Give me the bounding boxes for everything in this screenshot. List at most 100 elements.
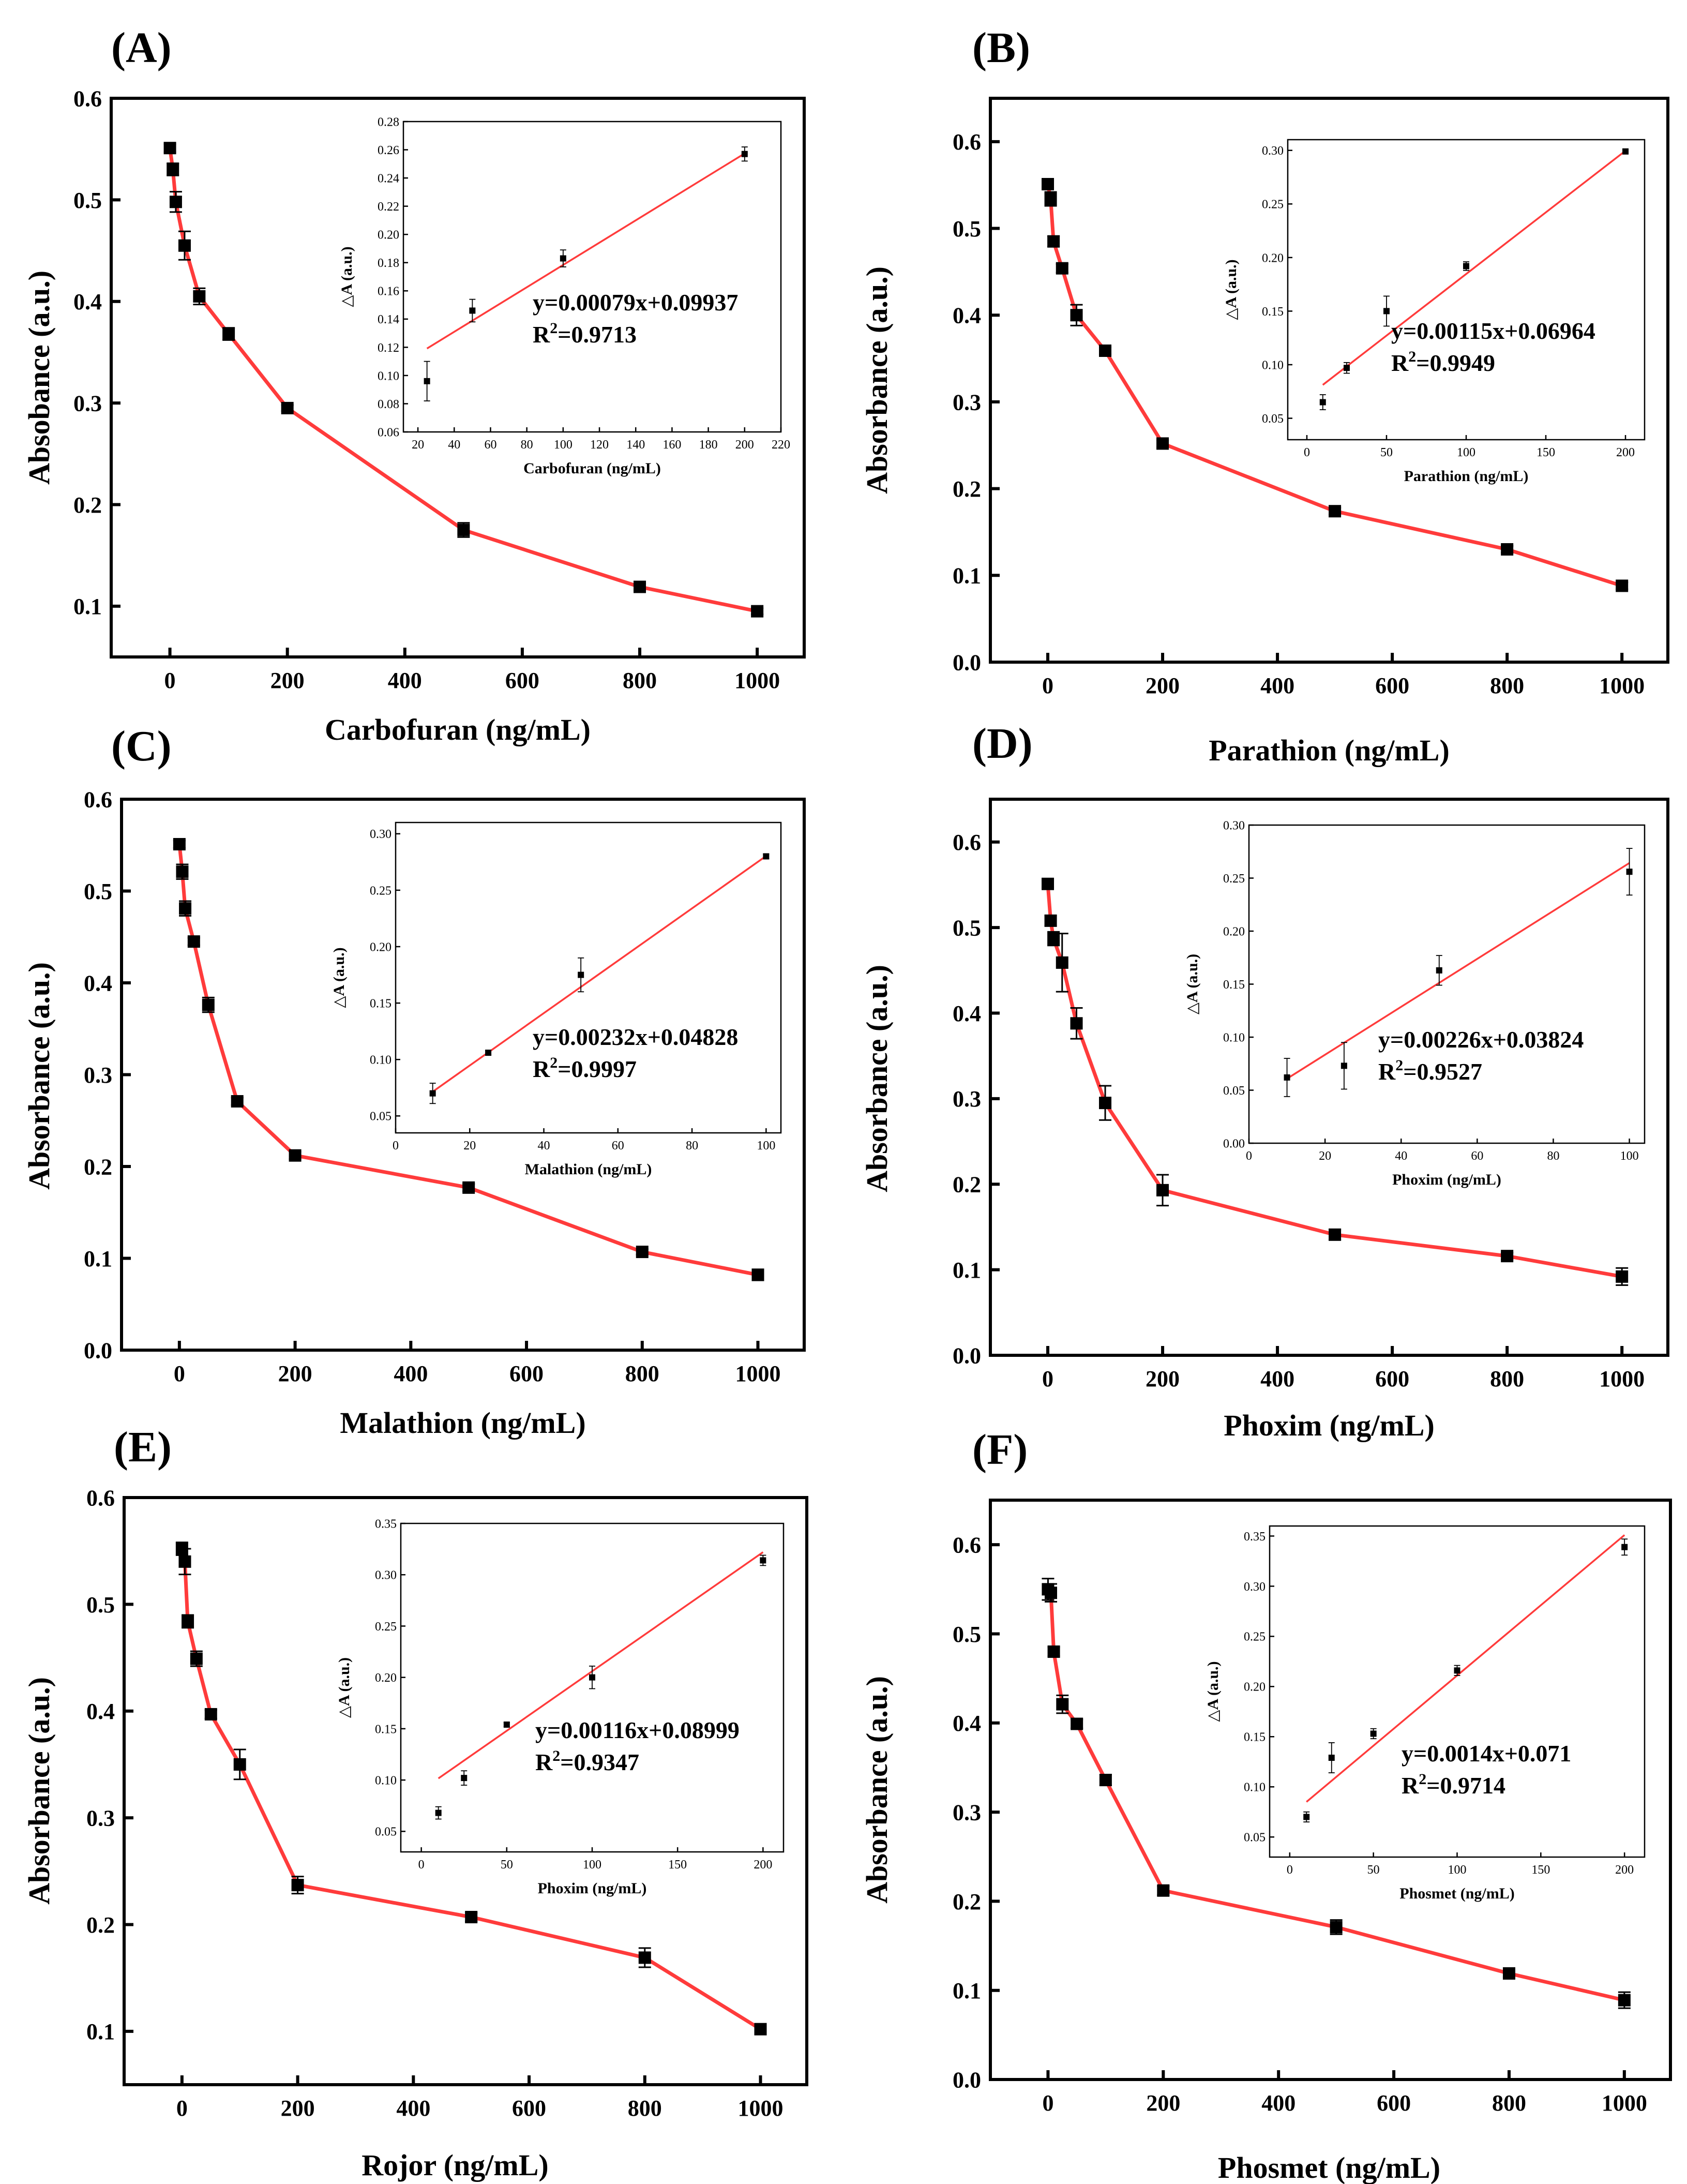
x-axis-title: Phoxim (ng/mL)	[1224, 1409, 1435, 1442]
inset-data-point	[1328, 1755, 1335, 1761]
data-point	[754, 2023, 767, 2036]
data-point	[176, 865, 189, 878]
plot-frame	[123, 1496, 808, 2086]
r-squared-prefix: R	[535, 1749, 553, 1775]
inset-fit-line	[1322, 150, 1626, 386]
y-tick-label: 0.3	[73, 391, 102, 416]
r-squared-value: =0.9714	[1426, 1772, 1505, 1799]
y-tick-label: 0.0	[953, 650, 981, 675]
y-tick-label: 0.5	[953, 1622, 981, 1647]
inset-y-tick-label: 0.08	[378, 398, 399, 411]
x-tick-label: 400	[1261, 2090, 1296, 2116]
y-tick-label: 0.4	[84, 970, 112, 996]
r-squared-value: =0.9527	[1403, 1058, 1482, 1085]
inset-x-tick-label: 100	[583, 1858, 601, 1872]
x-tick-label: 1000	[1599, 673, 1645, 698]
y-tick-label: 0.5	[953, 915, 981, 940]
inset-x-tick-label: 20	[412, 438, 424, 452]
data-point	[751, 1268, 764, 1281]
inset-x-tick-label: 0	[393, 1139, 399, 1153]
x-tick-label: 600	[1375, 673, 1409, 698]
r-squared-superscript: 2	[1395, 1057, 1403, 1074]
inset-y-tick-label: 0.25	[1223, 872, 1245, 886]
data-point	[204, 1708, 217, 1721]
inset-x-tick-label: 0	[1246, 1149, 1252, 1163]
inset-y-axis-title: △A (a.u.)	[1223, 259, 1240, 320]
inset-x-tick-label: 150	[1537, 446, 1555, 459]
x-axis-title: Parathion (ng/mL)	[1209, 734, 1450, 767]
x-tick-label: 200	[278, 1361, 312, 1386]
x-axis-title: Phosmet (ng/mL)	[1218, 2151, 1440, 2184]
inset-y-tick-label: 0.05	[1244, 1831, 1266, 1845]
y-tick-label: 0.3	[953, 390, 981, 415]
data-point	[1329, 1228, 1342, 1241]
y-tick-label: 0.6	[86, 1485, 115, 1510]
r-squared-value: =0.9713	[558, 321, 637, 348]
data-point	[1501, 1250, 1514, 1263]
inset-x-tick-label: 220	[772, 438, 790, 452]
r-squared-prefix: R	[1391, 350, 1409, 376]
data-point	[1156, 437, 1169, 450]
x-tick-label: 0	[1042, 2090, 1053, 2116]
inset-x-tick-label: 120	[590, 438, 609, 452]
x-axis-title: Carbofuran (ng/mL)	[325, 713, 591, 746]
inset-x-tick-label: 80	[686, 1139, 698, 1153]
y-tick-label: 0.4	[86, 1699, 115, 1724]
inset-y-axis-title: △A (a.u.)	[1204, 1661, 1222, 1722]
inset-data-point	[461, 1775, 468, 1782]
r-squared-superscript: 2	[1408, 348, 1416, 365]
y-tick-label: 0.5	[86, 1592, 115, 1618]
r-squared-prefix: R	[533, 1056, 550, 1082]
data-point	[202, 998, 215, 1011]
inset-y-tick-label: 0.22	[378, 200, 399, 214]
data-point	[178, 1555, 191, 1568]
inset-y-tick-label: 0.26	[378, 144, 399, 157]
inset-x-tick-label: 50	[1380, 446, 1393, 459]
r-squared: R2=0.9949	[1391, 348, 1495, 376]
panel-label: (A)	[111, 24, 172, 72]
inset-y-tick-label: 0.05	[370, 1110, 391, 1124]
inset-y-tick-label: 0.20	[375, 1671, 397, 1685]
panel-label: (E)	[114, 1423, 172, 1471]
inset-plot: 0 50 100 150 200 0.05 0.10 0.15 0.20 0.25 0.30 Para…	[1223, 139, 1646, 485]
y-tick-label: 0.2	[84, 1154, 112, 1179]
inset-x-tick-label: 100	[1457, 446, 1475, 459]
inset-y-tick-label: 0.15	[1244, 1731, 1266, 1744]
y-tick-label: 0.3	[953, 1086, 981, 1112]
data-point	[634, 580, 646, 593]
data-point	[1070, 1017, 1083, 1030]
panel-label: (D)	[972, 720, 1033, 768]
series-line	[177, 844, 759, 1277]
inset-x-tick-label: 40	[448, 438, 460, 452]
inset-background	[1249, 825, 1645, 1143]
x-tick-label: 400	[1260, 1366, 1294, 1392]
inset-y-tick-label: 0.25	[370, 884, 391, 897]
inset-y-tick-label: 0.15	[1223, 978, 1245, 992]
inset-y-tick-label: 0.15	[375, 1723, 397, 1736]
data-point	[179, 902, 192, 915]
data-point	[1047, 1645, 1060, 1658]
data-point	[751, 605, 764, 618]
y-tick-label: 0.2	[953, 1172, 981, 1198]
r-squared: R2=0.9347	[535, 1747, 639, 1775]
y-tick-label: 0.2	[953, 1889, 981, 1914]
inset-plot: 20 40 60 80 100 120 140 160 180 200 220 0.06 0.08 0.1…	[338, 115, 790, 477]
inset-y-tick-label: 0.05	[375, 1826, 397, 1839]
inset-y-tick-label: 0.30	[1262, 144, 1284, 158]
inset-y-tick-label: 0.10	[1244, 1781, 1266, 1794]
x-axis-title: Malathion (ng/mL)	[340, 1406, 585, 1440]
inset-x-tick-label: 0	[1287, 1863, 1293, 1877]
inset-y-tick-label: 0.10	[378, 369, 399, 383]
inset-y-tick-label: 0.15	[1262, 305, 1284, 319]
y-tick-label: 0.4	[953, 303, 981, 328]
x-tick-label: 1000	[1599, 1366, 1645, 1392]
x-tick-label: 1000	[735, 1361, 781, 1386]
x-tick-label: 1000	[1602, 2090, 1647, 2116]
inset-x-tick-label: 0	[1304, 446, 1310, 459]
inset-data-point	[485, 1050, 492, 1056]
inset-x-tick-label: 180	[699, 438, 718, 452]
inset-x-tick-label: 200	[735, 438, 754, 452]
inset-y-tick-label: 0.24	[378, 172, 399, 185]
series-line	[180, 1548, 762, 2031]
inset-y-tick-label: 0.20	[370, 940, 391, 954]
